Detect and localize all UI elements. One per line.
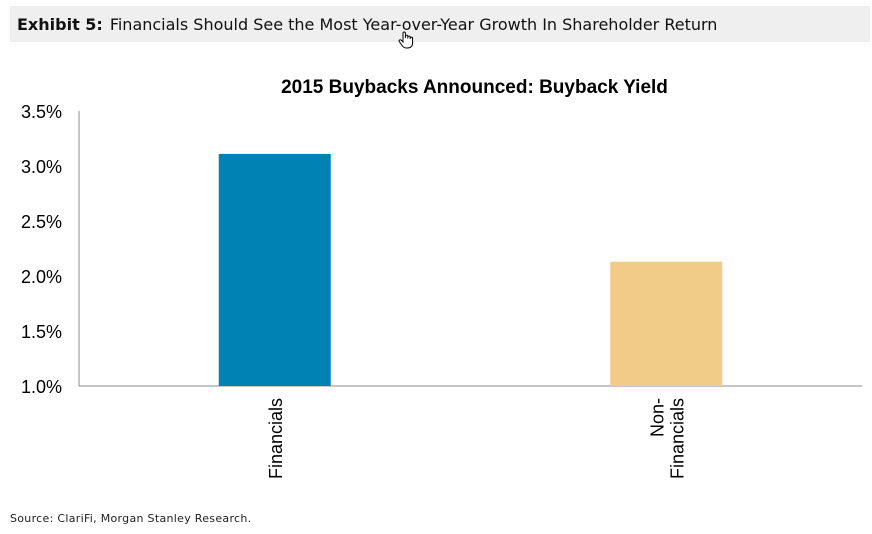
x-tick-label: Financials: [266, 398, 286, 479]
y-tick-label: 1.5%: [21, 322, 62, 342]
x-tick-label: Financials: [667, 398, 687, 479]
buyback-yield-chart: 2015 Buybacks Announced: Buyback Yield 1.…: [21, 77, 862, 479]
y-tick-label: 1.0%: [21, 377, 62, 397]
hand-pointer-icon: [398, 31, 414, 49]
exhibit-header: Exhibit 5: Financials Should See the Mos…: [10, 6, 870, 42]
chart-title: 2015 Buybacks Announced: Buyback Yield: [281, 77, 668, 98]
y-tick-label: 2.5%: [21, 212, 62, 232]
bar-0: [218, 153, 331, 386]
bar-1: [610, 261, 723, 386]
y-tick-label: 3.0%: [21, 157, 62, 177]
y-tick-label: 3.5%: [21, 102, 62, 122]
y-tick-label: 2.0%: [21, 267, 62, 287]
exhibit-title: Financials Should See the Most Year-over…: [109, 14, 718, 34]
exhibit-label: Exhibit 5:: [17, 14, 103, 34]
source-note: Source: ClariFi, Morgan Stanley Research…: [10, 512, 252, 525]
x-tick-label: Non-: [647, 398, 667, 437]
